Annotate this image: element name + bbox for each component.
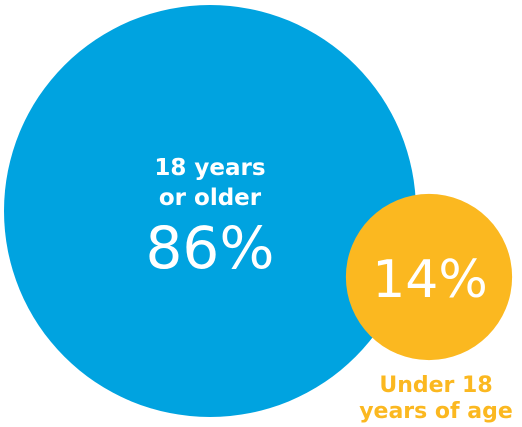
bubble-minors-label-line1: Under 18: [379, 373, 492, 398]
bubble-minors-value: 14%: [372, 250, 488, 310]
bubble-minors-circle: [345, 193, 513, 361]
bubble-adults-label-line2: or older: [159, 185, 262, 211]
bubble-adults-label-line1: 18 years: [154, 155, 265, 181]
bubble-minors: 14% Under 18 years of age: [345, 193, 513, 424]
bubble-minors-label-line2: years of age: [359, 399, 513, 424]
bubble-adults-circle: [4, 5, 416, 417]
bubble-adults: 18 years or older 86%: [4, 5, 416, 417]
bubble-adults-value: 86%: [146, 214, 275, 282]
